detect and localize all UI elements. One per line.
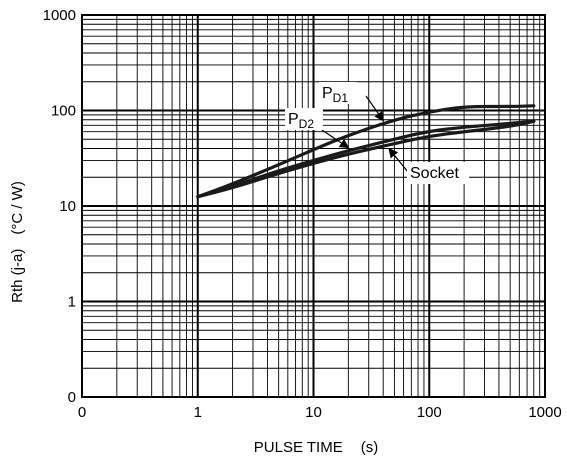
y-tick-label: 0: [68, 389, 76, 406]
leader-arrow-pd2: [321, 129, 350, 149]
chart-annotations: PD1 PD2 Socket: [285, 82, 469, 184]
label-backdrop: [319, 82, 357, 104]
y-axis-label: Rth (j-a)(°C / W): [9, 181, 26, 303]
y-tick-label: 100: [51, 103, 76, 120]
x-tick-label: 1000: [528, 404, 561, 421]
series-label-pd2: PD2: [288, 111, 314, 131]
x-tick-label: 0: [78, 404, 86, 421]
x-axis-label: PULSE TIME (s): [254, 439, 378, 456]
leader-arrow-pd1: [365, 95, 384, 122]
x-tick-label: 10: [305, 404, 322, 421]
label-backdrop: [407, 162, 469, 184]
series-line-pd2: [196, 119, 536, 199]
label-backdrop: [285, 108, 323, 130]
chart-series: [196, 104, 536, 199]
leader-arrow-socket: [388, 147, 409, 173]
plot-frame: [81, 14, 546, 398]
series-label-socket: Socket: [410, 165, 459, 182]
series-line-pd1: [196, 104, 536, 199]
series-line-socket: [196, 119, 536, 199]
x-tick-label: 100: [417, 404, 442, 421]
y-tick-label: 1000: [43, 7, 76, 24]
chart-tick-labels: 0 1 10 100 1000 0 1 10 100 1000: [43, 7, 562, 421]
y-tick-label: 10: [59, 198, 76, 215]
x-tick-label: 1: [194, 404, 202, 421]
series-label-pd1: PD1: [322, 85, 348, 105]
chart-grid: [81, 14, 546, 398]
y-tick-label: 1: [68, 294, 76, 311]
